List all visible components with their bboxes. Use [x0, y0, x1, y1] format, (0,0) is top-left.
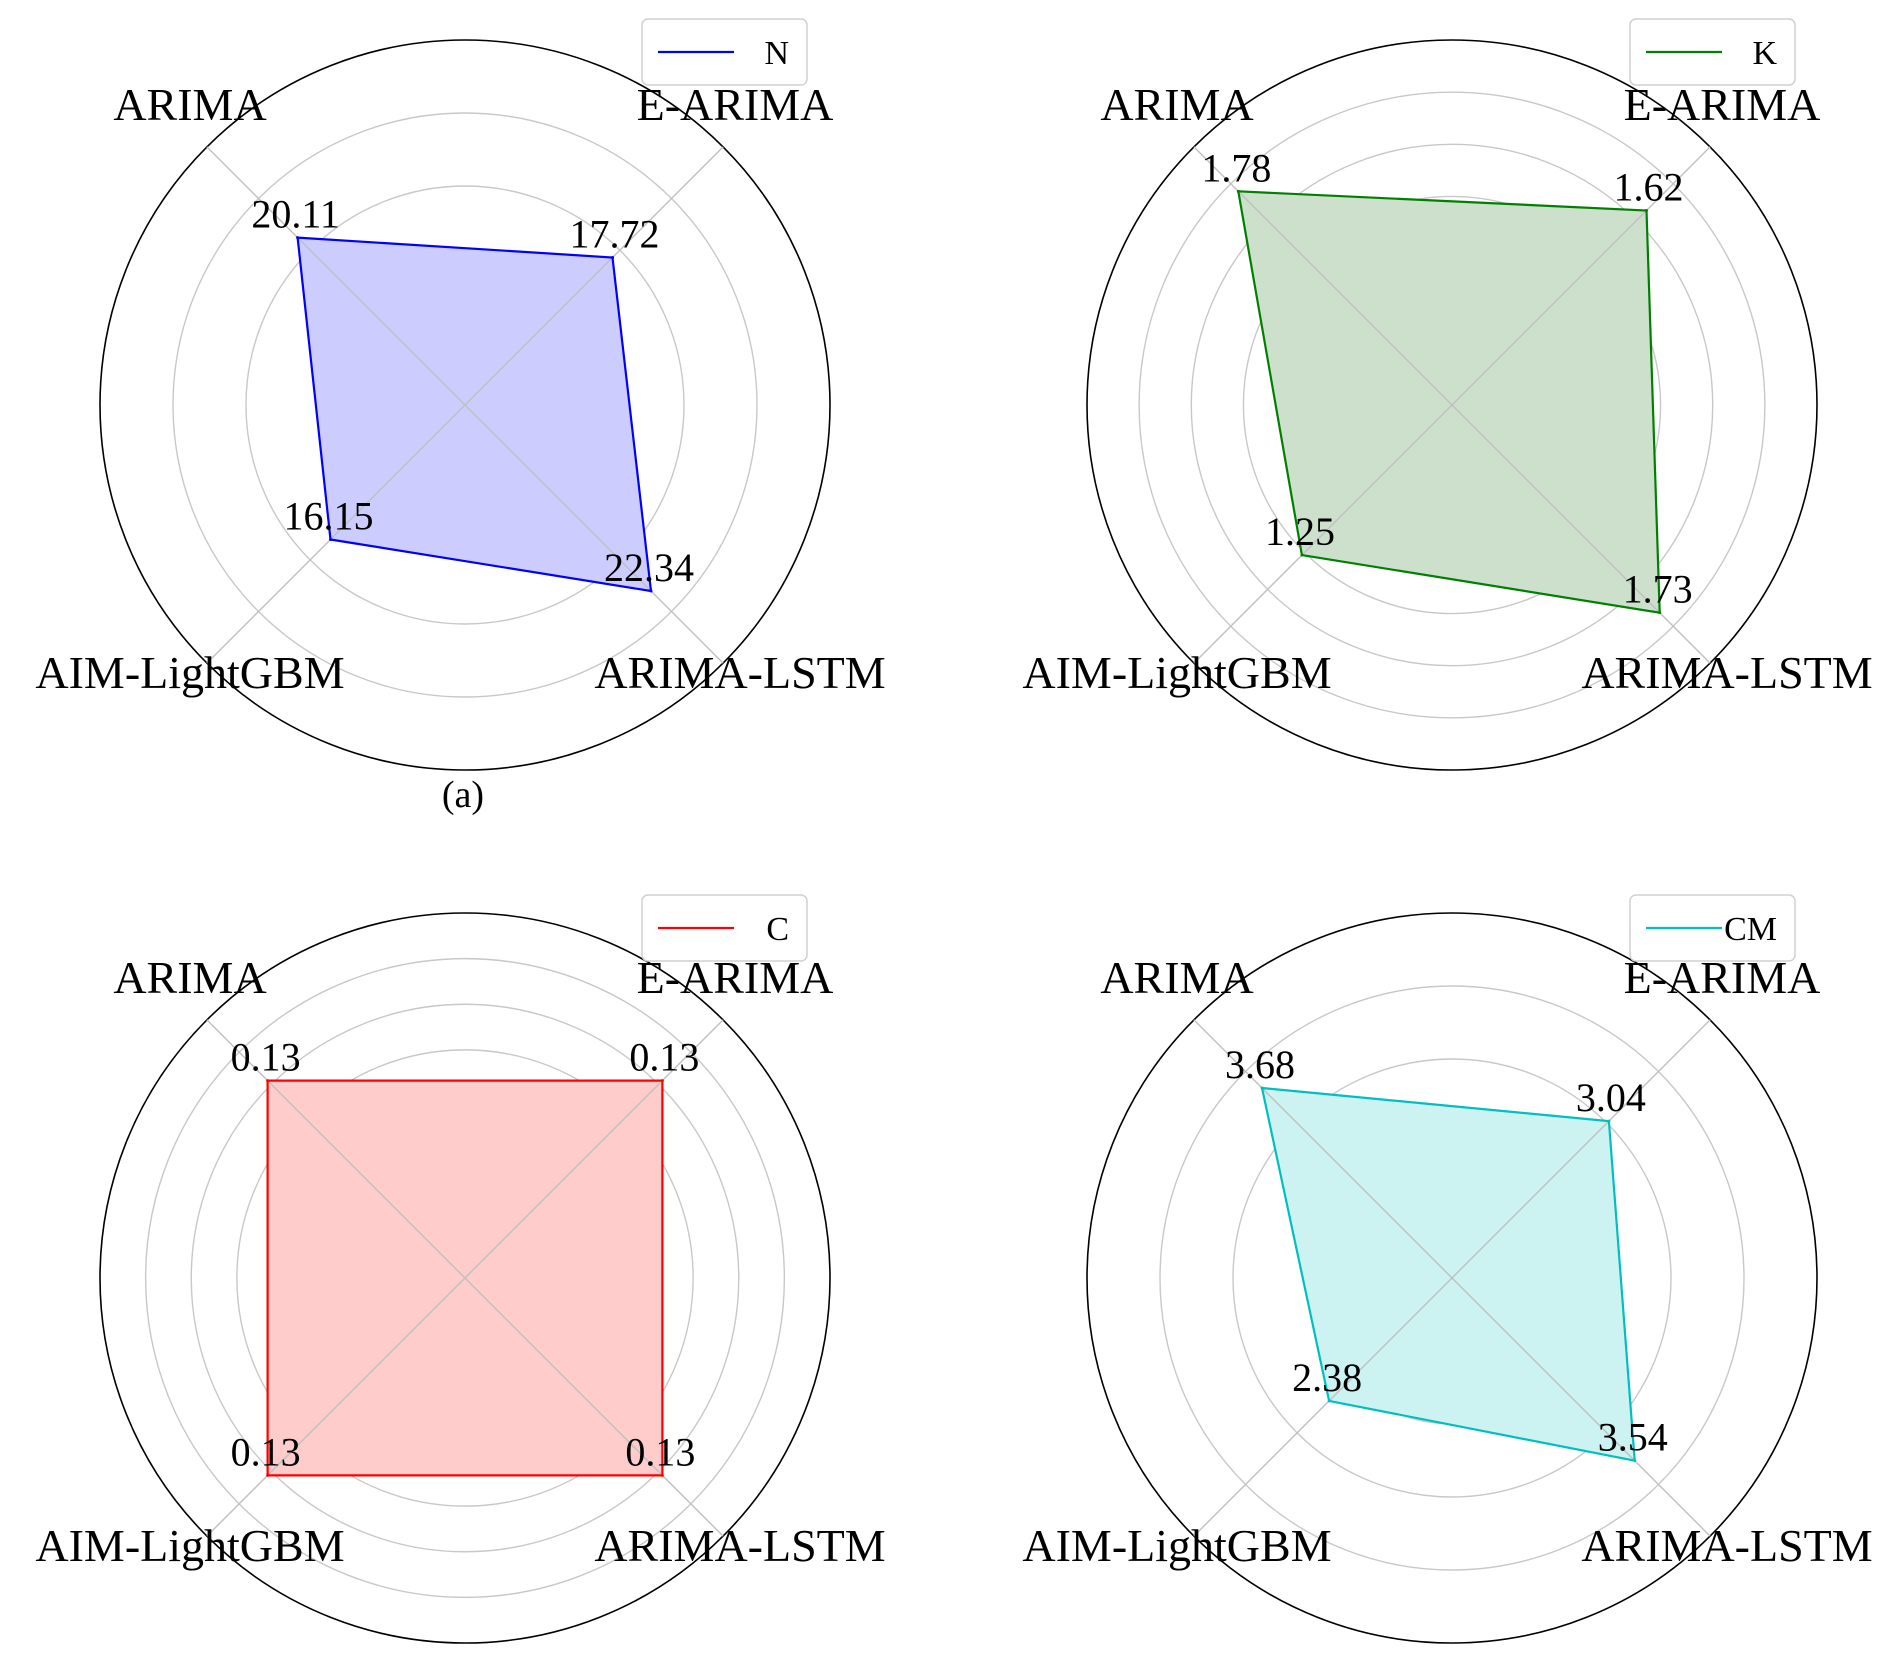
- grid-ring: [245, 185, 685, 625]
- value-label: 3.54: [1598, 1415, 1668, 1460]
- data-point: [611, 255, 615, 259]
- radar-panel-4: ARIMA E-ARIMAARIMA-LSTMAIM-LightGBM3.683.…: [1022, 894, 1873, 1644]
- value-label: 3.04: [1576, 1075, 1646, 1120]
- data-point: [1644, 209, 1648, 213]
- axis-spoke: [1193, 404, 1453, 664]
- category-label: ARIMA: [1100, 79, 1253, 130]
- axis-spoke: [464, 1019, 724, 1279]
- axis-spoke: [1451, 404, 1711, 664]
- data-point: [1300, 553, 1304, 557]
- value-label: 0.13: [231, 1429, 301, 1474]
- data-point: [1236, 189, 1240, 193]
- value-label: 22.34: [604, 545, 694, 590]
- value-label: 0.13: [231, 1035, 301, 1080]
- category-label: ARIMA: [113, 952, 266, 1003]
- axis-spoke: [1451, 146, 1711, 406]
- value-label: 1.62: [1613, 165, 1683, 210]
- value-label: 1.78: [1201, 145, 1271, 190]
- data-point: [660, 1473, 664, 1477]
- category-label: ARIMA: [1100, 952, 1253, 1003]
- legend-label: K: [1752, 35, 1777, 72]
- grid-ring: [190, 1003, 740, 1553]
- category-label: ARIMA-LSTM: [1581, 1520, 1872, 1571]
- panel-caption: (a): [442, 774, 484, 816]
- category-label: ARIMA-LSTM: [1581, 647, 1872, 698]
- data-point: [329, 537, 333, 541]
- data-point: [1658, 611, 1662, 615]
- axis-spoke: [206, 404, 466, 664]
- category-label: ARIMA-LSTM: [594, 1520, 885, 1571]
- data-point: [296, 236, 300, 240]
- data-point: [266, 1079, 270, 1083]
- axis-spoke: [1193, 1019, 1453, 1279]
- legend-label: CM: [1724, 911, 1777, 948]
- axis-spoke: [464, 404, 724, 664]
- data-point: [1327, 1399, 1331, 1403]
- outer-frame: [1086, 39, 1818, 771]
- category-label: AIM-LightGBM: [1022, 1520, 1331, 1571]
- grid-ring: [1138, 91, 1766, 719]
- outer-frame: [99, 912, 831, 1644]
- radar-panel-1: ARIMA E-ARIMA ARIMA-LSTM AIM-LightGBM 20.11 1…: [35, 18, 886, 816]
- data-point: [649, 589, 653, 593]
- data-point: [1633, 1459, 1637, 1463]
- category-label: AIM-LightGBM: [35, 1520, 344, 1571]
- value-label: 0.13: [629, 1035, 699, 1080]
- data-point: [1607, 1119, 1611, 1123]
- value-label: 0.13: [625, 1429, 695, 1474]
- axis-spoke: [1451, 1019, 1711, 1279]
- axis-spoke: [1193, 1277, 1453, 1537]
- axis-spoke: [206, 1019, 466, 1279]
- outer-frame: [99, 39, 831, 771]
- axis-spoke: [464, 146, 724, 406]
- category-label: AIM-LightGBM: [1022, 647, 1331, 698]
- category-label: E-ARIMA: [637, 79, 834, 130]
- value-label: 20.11: [251, 192, 340, 237]
- grid-ring: [236, 1049, 694, 1507]
- grid-ring: [172, 112, 758, 698]
- legend-label: N: [764, 35, 789, 72]
- grid-ring: [1190, 143, 1714, 667]
- axis-spoke: [1451, 1277, 1711, 1537]
- data-point: [1260, 1086, 1264, 1090]
- radar-panel-2: ARIMA E-ARIMA ARIMA-LSTM AIM-LightGBM 1.78 1.…: [1022, 18, 1873, 771]
- value-label: 3.68: [1225, 1042, 1295, 1087]
- category-label: AIM-LightGBM: [35, 647, 344, 698]
- outer-frame: [1086, 912, 1818, 1644]
- legend-label: C: [766, 911, 789, 948]
- value-label: 1.25: [1265, 509, 1335, 554]
- value-label: 16.15: [284, 493, 374, 538]
- grid-ring: [1242, 195, 1662, 615]
- category-label: ARIMA-LSTM: [594, 647, 885, 698]
- axis-spoke: [1193, 146, 1453, 406]
- value-label: 1.73: [1623, 567, 1693, 612]
- value-label: 17.72: [570, 211, 660, 256]
- category-label: E-ARIMA: [1624, 79, 1821, 130]
- data-point: [660, 1079, 664, 1083]
- legend: K: [1629, 18, 1796, 86]
- legend: CM: [1629, 894, 1796, 962]
- legend: C: [641, 894, 808, 962]
- grid-ring: [144, 957, 786, 1599]
- axis-spoke: [464, 1277, 724, 1537]
- axis-spoke: [206, 1277, 466, 1537]
- grid-ring: [1232, 1058, 1672, 1498]
- axis-spoke: [206, 146, 466, 406]
- value-label: 2.38: [1292, 1355, 1362, 1400]
- legend: N: [641, 18, 808, 86]
- data-point: [266, 1473, 270, 1477]
- grid-ring: [1159, 985, 1745, 1571]
- category-label: ARIMA: [113, 79, 266, 130]
